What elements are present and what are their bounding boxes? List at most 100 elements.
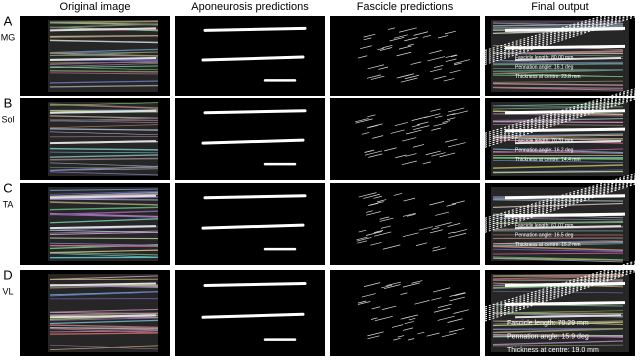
- fascicle: [430, 108, 441, 112]
- fascicle: [452, 110, 469, 116]
- fascicle: [447, 318, 463, 323]
- fascicle: [376, 199, 387, 203]
- aponeurosis-echo: [49, 225, 157, 230]
- fascicle: [433, 307, 451, 313]
- texture-line: [49, 193, 159, 198]
- texture-line: [49, 312, 159, 316]
- fascicle: [408, 338, 415, 341]
- fascicle: [379, 47, 393, 51]
- fascicle: [435, 211, 450, 216]
- fascicle: [369, 202, 379, 206]
- fascicle: [453, 62, 462, 66]
- fascicle: [433, 75, 447, 80]
- aponeurosis-overlay: [504, 212, 626, 218]
- fascicle: [378, 66, 389, 70]
- fascicle: [383, 284, 401, 290]
- texture-line: [492, 87, 624, 91]
- ultrasound-image: [48, 20, 159, 92]
- aponeurosis: [201, 138, 305, 145]
- fascicle: [437, 303, 452, 308]
- texture-line: [49, 157, 159, 161]
- texture-line: [49, 117, 159, 122]
- fascicle: [405, 129, 422, 135]
- texture-line: [49, 196, 159, 200]
- aponeurosis-overlay: [504, 109, 626, 115]
- aponeurosis-echo: [514, 57, 622, 61]
- fascicle: [405, 153, 417, 157]
- texture-line: [49, 162, 159, 167]
- texture-line: [492, 327, 624, 334]
- texture-line: [49, 171, 159, 176]
- texture-line: [492, 133, 624, 137]
- fascicle: [382, 305, 397, 310]
- texture-line: [492, 340, 624, 346]
- texture-line: [492, 51, 624, 55]
- column-header: Final output: [531, 1, 588, 13]
- fascicle: [356, 236, 368, 241]
- fascicle: [360, 45, 372, 50]
- texture-line: [49, 327, 159, 334]
- texture-line: [492, 148, 624, 154]
- aponeurosis-echo: [514, 140, 622, 145]
- fascicle: [384, 147, 397, 152]
- fascicle: [411, 116, 428, 121]
- fascicle: [407, 43, 415, 46]
- fascicle: [363, 282, 381, 287]
- texture-line: [492, 221, 624, 224]
- fascicle: [433, 64, 444, 68]
- fascicle: [412, 144, 425, 148]
- aponeurosis: [201, 312, 305, 319]
- fascicle: [364, 149, 375, 153]
- fascicle: [373, 230, 384, 233]
- texture-line: [49, 198, 159, 201]
- texture-line: [49, 52, 159, 57]
- fascicle: [389, 36, 405, 42]
- fascicle: [373, 195, 383, 199]
- fascicle: [437, 315, 455, 321]
- texture-line: [49, 249, 159, 254]
- fascicle: [358, 229, 367, 233]
- texture-line: [49, 327, 159, 329]
- fascicle: [402, 137, 417, 142]
- fascicle: [432, 246, 440, 249]
- fascicle: [445, 54, 457, 58]
- row-letter: D: [3, 267, 12, 282]
- texture-line: [492, 257, 624, 263]
- texture-line: [49, 128, 159, 131]
- fascicle: [426, 332, 440, 337]
- texture-line: [49, 39, 159, 44]
- texture-line: [492, 74, 624, 78]
- texture-line: [492, 245, 624, 252]
- texture-line: [49, 190, 159, 195]
- texture-line: [492, 320, 624, 323]
- texture-line: [492, 241, 624, 246]
- texture-line: [492, 61, 624, 65]
- fascicle: [442, 120, 451, 123]
- texture-line: [49, 66, 159, 71]
- fascicle: [425, 150, 441, 156]
- row-letter: C: [3, 180, 12, 195]
- texture-line: [492, 164, 624, 169]
- texture-line: [492, 135, 624, 141]
- texture-line: [492, 52, 624, 57]
- fascicle: [404, 321, 414, 325]
- row-letter: A: [4, 13, 13, 28]
- fascicle: [382, 44, 393, 49]
- texture-line: [49, 124, 159, 129]
- texture-line: [492, 248, 624, 253]
- fascicle: [441, 332, 457, 338]
- fascicle: [395, 154, 407, 159]
- fascicle: [431, 152, 446, 157]
- fascicle: [446, 203, 457, 207]
- panel: [330, 183, 480, 265]
- measurement: Thickness at centre: 19.0 mm: [507, 347, 599, 354]
- texture-line: [492, 170, 624, 174]
- texture-line: [49, 319, 159, 325]
- aponeurosis-echo: [514, 314, 622, 319]
- texture-line: [49, 84, 159, 88]
- measurement: Fascicle length: 80.00 mm: [515, 55, 573, 61]
- texture-line: [49, 102, 159, 106]
- fascicle: [447, 223, 461, 227]
- texture-line: [49, 35, 159, 38]
- aponeurosis-echo: [49, 109, 157, 114]
